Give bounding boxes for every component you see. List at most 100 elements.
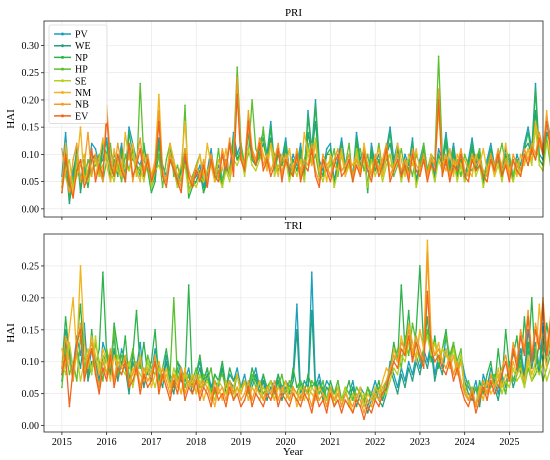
data-point: [139, 164, 142, 167]
data-point: [351, 386, 354, 389]
data-point: [467, 180, 470, 183]
data-point: [460, 354, 462, 357]
data-point: [135, 309, 138, 312]
data-point: [131, 180, 134, 183]
data-point: [180, 373, 183, 376]
data-point: [404, 175, 406, 178]
data-point: [501, 380, 503, 382]
data-point: [329, 392, 332, 395]
data-point: [452, 380, 455, 382]
data-point: [169, 386, 172, 389]
data-point: [102, 380, 104, 382]
data-point: [131, 142, 134, 145]
data-point: [94, 153, 97, 156]
data-point: [433, 354, 436, 357]
data-point: [340, 142, 343, 145]
data-point: [281, 386, 283, 389]
legend-marker: [61, 91, 64, 94]
data-point: [460, 380, 462, 382]
data-point: [404, 348, 406, 350]
data-point: [102, 348, 104, 350]
data-point: [165, 380, 168, 382]
legend-box: [48, 24, 108, 124]
data-point: [247, 148, 250, 150]
data-point: [467, 405, 470, 408]
data-point: [389, 367, 391, 369]
data-point: [262, 373, 265, 376]
data-point: [225, 380, 227, 382]
data-point: [419, 348, 421, 350]
data-point: [374, 380, 377, 382]
data-point: [240, 158, 242, 161]
data-point: [87, 175, 89, 178]
data-point: [486, 380, 488, 382]
data-point: [187, 284, 190, 286]
data-point: [68, 328, 71, 331]
x-tick-label: 2015: [52, 437, 72, 448]
data-point: [161, 380, 164, 382]
data-point: [131, 153, 134, 156]
data-point: [213, 380, 216, 382]
data-point: [199, 180, 201, 183]
data-point: [165, 386, 168, 389]
data-point: [172, 297, 175, 299]
data-point: [292, 380, 294, 382]
data-point: [64, 153, 67, 156]
data-point: [437, 88, 440, 90]
data-point: [116, 153, 119, 156]
data-point: [303, 399, 306, 401]
data-point: [172, 164, 175, 167]
data-point: [243, 399, 246, 401]
data-point: [445, 328, 447, 331]
data-point: [258, 386, 261, 389]
data-point: [176, 164, 179, 167]
data-point: [277, 380, 280, 382]
data-point: [400, 158, 403, 161]
data-point: [407, 354, 410, 357]
data-point: [105, 142, 108, 145]
data-point: [116, 380, 119, 382]
data-point: [187, 180, 190, 183]
data-point: [105, 348, 108, 350]
data-point: [314, 142, 317, 145]
data-point: [314, 386, 317, 389]
data-point: [221, 360, 224, 363]
data-point: [232, 380, 235, 382]
data-point: [497, 153, 500, 156]
data-point: [87, 180, 89, 183]
data-point: [269, 380, 272, 382]
data-point: [497, 373, 500, 376]
data-point: [292, 367, 294, 369]
data-point: [143, 341, 145, 344]
data-point: [307, 392, 309, 395]
data-point: [128, 392, 130, 395]
data-point: [340, 399, 343, 401]
data-point: [90, 142, 93, 145]
data-point: [299, 180, 302, 183]
data-point: [363, 148, 365, 150]
data-point: [206, 392, 209, 395]
data-point: [337, 386, 339, 389]
data-point: [281, 153, 283, 156]
data-point: [191, 392, 194, 395]
data-point: [497, 392, 500, 395]
data-point: [202, 158, 205, 161]
data-point: [158, 164, 160, 167]
data-point: [392, 164, 395, 167]
data-point: [452, 175, 455, 178]
data-point: [254, 164, 257, 167]
data-point: [534, 360, 537, 363]
data-point: [225, 386, 227, 389]
data-point: [389, 131, 391, 134]
data-point: [441, 175, 444, 178]
data-point: [363, 153, 365, 156]
data-point: [337, 169, 339, 172]
data-point: [98, 392, 101, 395]
data-point: [120, 142, 123, 145]
data-point: [482, 386, 485, 389]
data-point: [228, 373, 231, 376]
x-tick-label: 2017: [141, 437, 161, 448]
data-point: [333, 186, 336, 189]
data-point: [310, 148, 313, 150]
data-point: [199, 169, 201, 172]
